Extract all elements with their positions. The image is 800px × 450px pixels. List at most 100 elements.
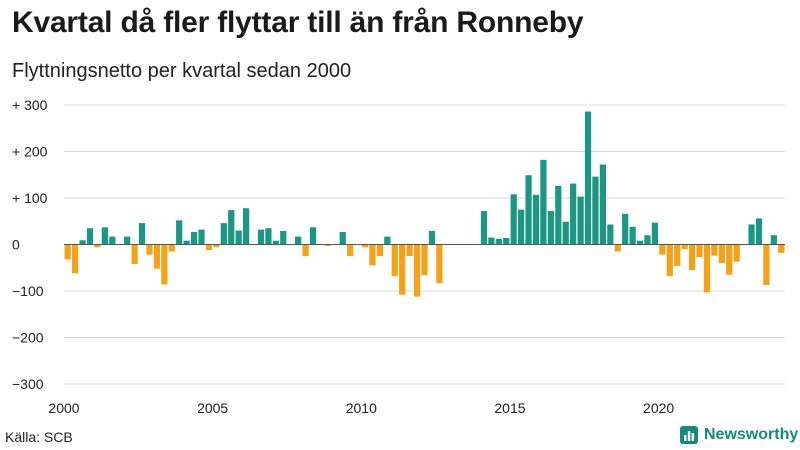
- bar: [748, 224, 755, 245]
- bar: [153, 244, 161, 269]
- bar: [399, 244, 406, 295]
- bar: [391, 244, 398, 277]
- bar: [681, 244, 688, 250]
- bar: [599, 164, 607, 245]
- bar: [235, 230, 242, 245]
- bar: [651, 222, 659, 245]
- bar: [636, 240, 644, 245]
- bar: [518, 209, 525, 245]
- gridlines: [64, 104, 785, 385]
- bar: [674, 244, 681, 266]
- bar: [272, 240, 279, 245]
- bar: [384, 236, 391, 245]
- bars: [64, 111, 785, 297]
- bar: [421, 244, 428, 276]
- bar: [570, 183, 577, 245]
- bar: [280, 231, 287, 245]
- bar: [763, 244, 770, 285]
- bar: [213, 244, 220, 248]
- bar: [302, 244, 309, 257]
- bar: [109, 236, 116, 245]
- y-tick-label: −300: [12, 376, 44, 392]
- bar: [770, 235, 777, 245]
- bar: [220, 223, 227, 245]
- y-tick-label: −200: [12, 330, 44, 346]
- bar: [190, 231, 198, 245]
- bar: [644, 235, 651, 245]
- bar: [183, 240, 190, 245]
- bar: [718, 244, 725, 264]
- x-tick-label: 2005: [197, 400, 228, 416]
- bar: [257, 229, 265, 245]
- bar: [124, 236, 131, 245]
- bar: [361, 244, 369, 248]
- bar: [72, 244, 79, 274]
- bar: [428, 231, 436, 245]
- bar: [295, 236, 302, 245]
- bar: [726, 244, 733, 275]
- bar: [339, 231, 346, 245]
- bar: [562, 221, 569, 245]
- x-tick-label: 2010: [346, 400, 377, 416]
- y-tick-label: 0: [12, 237, 20, 253]
- bar: [131, 244, 138, 265]
- bar: [622, 213, 629, 245]
- bar: [101, 227, 108, 245]
- bar: [309, 227, 317, 245]
- bar: [205, 244, 213, 251]
- x-tick-label: 2020: [643, 400, 674, 416]
- bar: [659, 244, 666, 255]
- source-note: Källa: SCB: [5, 429, 73, 445]
- bar: [138, 223, 146, 245]
- bar: [64, 244, 71, 260]
- bar: [228, 210, 235, 245]
- chart-subtitle: Flyttningsnetto per kvartal sedan 2000: [12, 60, 352, 82]
- bar: [265, 228, 272, 245]
- bar: [436, 244, 443, 284]
- bar: [696, 244, 703, 258]
- bar: [540, 159, 547, 245]
- bar: [369, 244, 376, 266]
- bar: [525, 175, 532, 245]
- bar: [688, 244, 696, 271]
- bar: [703, 244, 711, 293]
- chart-title: Kvartal då fler flyttar till än från Ron…: [12, 6, 584, 39]
- bar: [755, 218, 763, 245]
- y-tick-label: −100: [12, 283, 44, 299]
- x-tick-label: 2015: [494, 400, 525, 416]
- bar: [94, 244, 101, 248]
- brand-logo[interactable]: Newsworthy: [680, 426, 798, 444]
- bar: [584, 111, 592, 245]
- bar: [607, 224, 614, 245]
- bar: [778, 244, 785, 253]
- bar: [86, 228, 94, 245]
- y-tick-label: + 100: [12, 190, 48, 206]
- bar: [577, 196, 584, 245]
- bar: [79, 240, 86, 245]
- bar: [176, 220, 183, 245]
- bar: [347, 244, 354, 257]
- bar: [376, 244, 384, 257]
- bar: [413, 244, 421, 297]
- bar: [532, 194, 540, 245]
- bar: [161, 244, 168, 285]
- bar: [592, 176, 599, 245]
- brand-name: Newsworthy: [704, 426, 799, 443]
- bar: [555, 185, 562, 245]
- y-tick-label: + 200: [12, 144, 48, 160]
- bar: [510, 194, 517, 245]
- y-tick-label: + 300: [12, 97, 48, 113]
- bar: [406, 244, 413, 257]
- bar: [503, 237, 510, 245]
- bar: [711, 244, 718, 256]
- bar: [198, 229, 205, 245]
- bar: [495, 238, 502, 245]
- bar: [733, 244, 740, 262]
- bar: [480, 211, 488, 245]
- bar: [629, 226, 636, 245]
- bar: [242, 208, 250, 245]
- bar: [666, 244, 673, 277]
- bar: [547, 211, 554, 245]
